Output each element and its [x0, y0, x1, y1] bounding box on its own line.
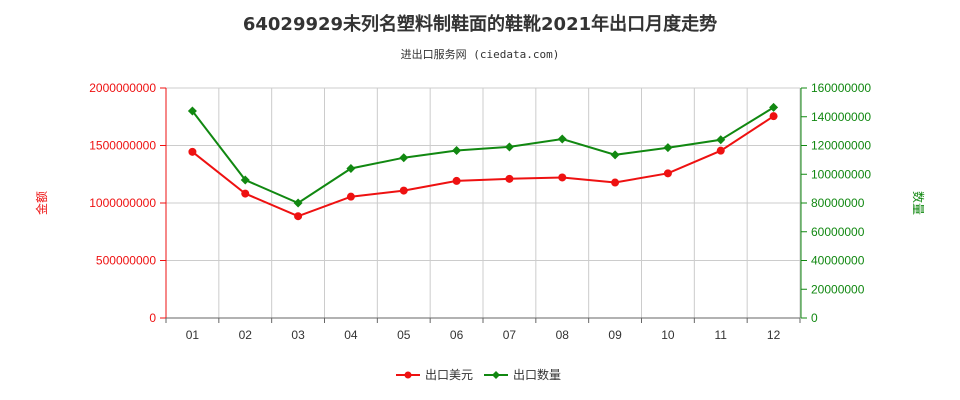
series-layer — [187, 102, 779, 221]
right-tick-label: 140000000 — [811, 110, 871, 124]
data-point-usd — [346, 192, 355, 201]
left-axis-ticks: 0 500000000 1000000000 1500000000 2000000000 — [89, 81, 166, 325]
data-point-qty — [716, 135, 726, 145]
x-tick-label: 06 — [450, 328, 464, 342]
data-point-usd — [294, 212, 303, 221]
data-point-usd — [611, 178, 620, 187]
right-tick-label: 20000000 — [811, 282, 865, 296]
x-tick-label: 11 — [715, 328, 728, 342]
data-point-qty — [557, 134, 567, 144]
right-tick-label: 100000000 — [811, 167, 871, 181]
data-point-qty — [452, 146, 462, 156]
series-line-usd — [191, 115, 775, 218]
left-tick-label: 2000000000 — [89, 81, 156, 95]
x-tick-label: 07 — [503, 328, 517, 342]
data-point-usd — [399, 186, 408, 195]
right-tick-label: 160000000 — [811, 81, 871, 95]
x-axis-ticks: 01 02 03 04 05 06 07 08 09 10 11 12 — [165, 318, 801, 342]
legend-item-qty[interactable]: 出口数量 — [484, 367, 561, 382]
data-point-usd — [241, 189, 250, 198]
left-axis-label: 金额 — [34, 191, 49, 215]
left-tick-label: 1500000000 — [89, 139, 156, 153]
legend-marker-qty — [492, 371, 500, 379]
x-tick-label: 09 — [608, 328, 622, 342]
left-tick-label: 500000000 — [96, 254, 156, 268]
data-point-usd — [769, 112, 778, 121]
legend-label-qty: 出口数量 — [513, 367, 561, 382]
x-tick-label: 02 — [239, 328, 253, 342]
data-point-qty — [769, 102, 779, 112]
data-point-usd — [505, 174, 514, 183]
right-axis-label: 数量 — [911, 191, 926, 215]
right-tick-label: 120000000 — [811, 139, 871, 153]
x-tick-label: 10 — [661, 328, 675, 342]
data-point-usd — [188, 147, 197, 156]
x-tick-label: 08 — [556, 328, 570, 342]
data-point-qty — [187, 106, 197, 116]
left-tick-label: 1000000000 — [89, 196, 156, 210]
series-line-qty — [191, 106, 775, 205]
right-tick-label: 60000000 — [811, 225, 865, 239]
legend-item-usd[interactable]: 出口美元 — [396, 368, 473, 382]
right-tick-label: 40000000 — [811, 254, 865, 268]
data-point-qty — [663, 143, 673, 153]
legend-marker-usd — [404, 371, 412, 379]
x-tick-label: 12 — [767, 328, 781, 342]
right-tick-label: 80000000 — [811, 196, 865, 210]
data-point-qty — [293, 198, 303, 208]
x-tick-label: 01 — [186, 328, 200, 342]
x-tick-label: 05 — [397, 328, 411, 342]
right-axis-ticks: 0 20000000 40000000 60000000 80000000 1000000… — [801, 81, 871, 325]
data-point-usd — [558, 173, 567, 182]
chart-subtitle: 进出口服务网 (ciedata.com) — [401, 47, 560, 61]
chart-title: 64029929未列名塑料制鞋面的鞋靴2021年出口月度走势 — [243, 13, 717, 35]
data-point-qty — [504, 142, 514, 152]
data-point-usd — [452, 176, 461, 185]
data-point-usd — [663, 169, 672, 178]
x-tick-label: 03 — [291, 328, 305, 342]
grid-lines — [166, 87, 801, 318]
data-point-qty — [346, 164, 356, 173]
data-point-qty — [240, 175, 250, 185]
left-tick-label: 0 — [149, 311, 156, 325]
data-point-usd — [716, 146, 725, 155]
legend-label-usd: 出口美元 — [425, 368, 473, 382]
data-point-qty — [610, 150, 620, 160]
data-point-qty — [399, 153, 409, 163]
x-tick-label: 04 — [344, 328, 358, 342]
right-tick-label: 0 — [811, 311, 818, 325]
legend: 出口美元 出口数量 — [396, 367, 561, 382]
